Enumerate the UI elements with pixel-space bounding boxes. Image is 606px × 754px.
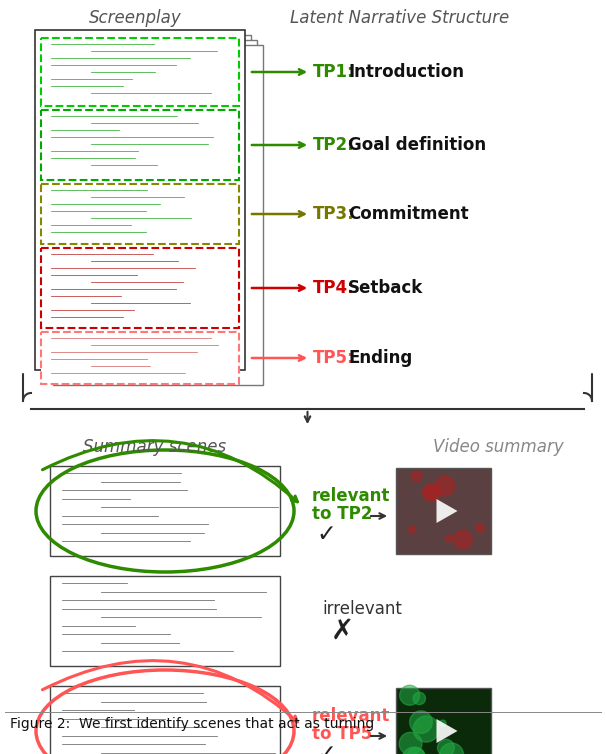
Text: Setback: Setback — [348, 279, 423, 297]
FancyBboxPatch shape — [41, 110, 239, 180]
FancyBboxPatch shape — [47, 40, 257, 380]
Text: Figure 2:  We first identify scenes that act as turning: Figure 2: We first identify scenes that … — [10, 717, 375, 731]
Circle shape — [402, 747, 426, 754]
Circle shape — [413, 692, 425, 705]
Circle shape — [439, 720, 446, 727]
Circle shape — [407, 747, 425, 754]
Text: Goal definition: Goal definition — [348, 136, 486, 154]
Text: ✓: ✓ — [316, 742, 336, 754]
Text: Latent Narrative Structure: Latent Narrative Structure — [290, 9, 510, 27]
Text: TP3:: TP3: — [313, 205, 355, 223]
Text: relevant: relevant — [312, 487, 390, 505]
FancyBboxPatch shape — [41, 184, 239, 244]
Circle shape — [410, 711, 432, 734]
FancyBboxPatch shape — [50, 466, 280, 556]
Text: Commitment: Commitment — [348, 205, 468, 223]
FancyBboxPatch shape — [53, 45, 263, 385]
Circle shape — [399, 732, 422, 754]
Text: TP1:: TP1: — [313, 63, 355, 81]
FancyBboxPatch shape — [396, 468, 491, 554]
Text: Ending: Ending — [348, 349, 412, 367]
Text: Introduction: Introduction — [348, 63, 464, 81]
Text: ✗: ✗ — [330, 617, 354, 645]
Text: ✓: ✓ — [316, 522, 336, 546]
Text: Screenplay: Screenplay — [88, 9, 181, 27]
Text: irrelevant: irrelevant — [322, 600, 402, 618]
FancyBboxPatch shape — [41, 332, 239, 384]
Circle shape — [409, 526, 416, 534]
FancyBboxPatch shape — [50, 686, 280, 754]
Circle shape — [454, 531, 472, 549]
Polygon shape — [436, 499, 458, 523]
FancyBboxPatch shape — [41, 38, 239, 106]
Polygon shape — [436, 719, 458, 743]
FancyBboxPatch shape — [396, 688, 491, 754]
Circle shape — [411, 471, 422, 482]
Circle shape — [399, 685, 419, 705]
Circle shape — [438, 740, 454, 754]
Circle shape — [476, 523, 484, 532]
Text: TP4:: TP4: — [313, 279, 355, 297]
Circle shape — [440, 743, 464, 754]
Circle shape — [413, 716, 439, 742]
Circle shape — [445, 535, 453, 542]
FancyBboxPatch shape — [50, 576, 280, 666]
Text: relevant: relevant — [312, 707, 390, 725]
Text: TP5:: TP5: — [313, 349, 355, 367]
Text: Summary scenes: Summary scenes — [84, 438, 227, 456]
Circle shape — [435, 477, 454, 496]
FancyBboxPatch shape — [41, 248, 239, 328]
Circle shape — [424, 483, 441, 501]
Circle shape — [423, 486, 436, 500]
FancyBboxPatch shape — [41, 35, 251, 375]
FancyBboxPatch shape — [35, 30, 245, 370]
Text: to TP5: to TP5 — [312, 725, 372, 743]
Text: to TP2: to TP2 — [312, 505, 372, 523]
Text: TP2:: TP2: — [313, 136, 355, 154]
Text: Video summary: Video summary — [433, 438, 564, 456]
